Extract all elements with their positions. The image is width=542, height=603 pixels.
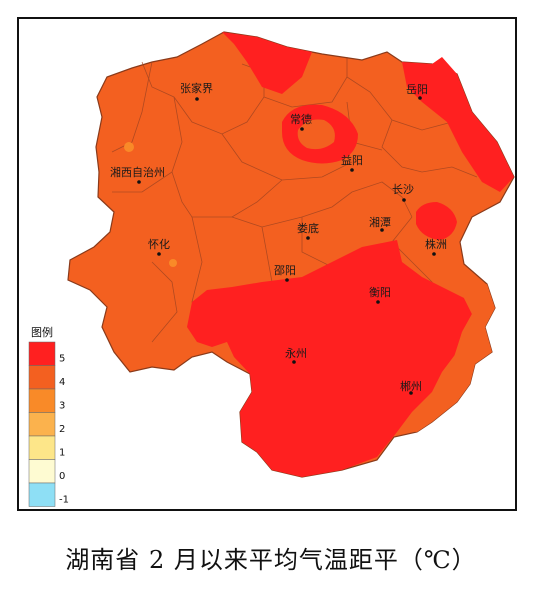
legend-swatch-6 bbox=[28, 482, 56, 507]
city-label-yongzhou: 永州 bbox=[285, 346, 307, 360]
anomaly-spot-3-a bbox=[124, 142, 134, 152]
legend-tick-label: 0 bbox=[59, 471, 65, 482]
city-label-changde: 常德 bbox=[290, 112, 312, 126]
legend-tick-label: 1 bbox=[59, 448, 65, 459]
legend-tick-label: 2 bbox=[59, 424, 65, 435]
city-label-huaihua: 怀化 bbox=[148, 237, 170, 251]
legend-swatch-5 bbox=[28, 459, 56, 484]
city-dot-zhangjiajie bbox=[195, 97, 199, 101]
anomaly-zone-5-north bbox=[222, 32, 312, 94]
legend-swatch-0 bbox=[28, 341, 56, 366]
anomaly-zone-5-zhuzhou bbox=[416, 202, 457, 240]
legend-tick-label: 5 bbox=[59, 354, 65, 365]
anomaly-zone-5-south bbox=[187, 240, 472, 477]
city-label-zhuzhou: 株洲 bbox=[425, 237, 447, 251]
city-label-shaoyang: 邵阳 bbox=[274, 264, 296, 277]
city-dot-chenzhou bbox=[409, 391, 413, 395]
city-label-loudi: 娄底 bbox=[297, 221, 319, 235]
city-label-xiangtan: 湘潭 bbox=[369, 215, 391, 229]
city-dot-zhuzhou bbox=[432, 252, 436, 256]
city-dot-xiangtan bbox=[380, 228, 384, 232]
map-caption: 湖南省 2 月以来平均气温距平（℃） bbox=[65, 546, 477, 574]
city-dot-yiyang bbox=[350, 168, 354, 172]
legend-tick-label: 3 bbox=[59, 401, 65, 412]
city-label-zhangjiajie: 张家界 bbox=[180, 81, 213, 95]
city-label-changsha: 长沙 bbox=[392, 183, 414, 196]
city-label-hengyang: 衡阳 bbox=[369, 286, 391, 299]
city-dot-yueyang bbox=[418, 96, 422, 100]
temperature-anomaly-map: 张家界 常德 岳阳 湘西自治州 益阳 长沙 娄底 湘潭 怀化 株洲 邵阳 衡阳 bbox=[28, 31, 515, 507]
city-dot-changsha bbox=[402, 198, 406, 202]
legend-swatch-1 bbox=[28, 365, 56, 390]
city-label-chenzhou: 郴州 bbox=[400, 379, 422, 393]
anomaly-spot-3-b bbox=[169, 259, 177, 267]
legend-swatch-3 bbox=[28, 412, 56, 437]
map-frame: 张家界 常德 岳阳 湘西自治州 益阳 长沙 娄底 湘潭 怀化 株洲 邵阳 衡阳 bbox=[17, 17, 517, 511]
legend-swatch-4 bbox=[28, 435, 56, 460]
anomaly-zone-5-changde-inner bbox=[297, 119, 335, 150]
city-markers: 张家界 常德 岳阳 湘西自治州 益阳 长沙 娄底 湘潭 怀化 株洲 邵阳 衡阳 bbox=[110, 81, 447, 395]
city-label-yiyang: 益阳 bbox=[341, 153, 363, 167]
city-dot-shaoyang bbox=[285, 278, 289, 282]
city-label-yueyang: 岳阳 bbox=[406, 83, 428, 96]
city-dot-yongzhou bbox=[292, 360, 296, 364]
anomaly-zone-5-yueyang bbox=[402, 57, 514, 192]
city-dot-huaihua bbox=[157, 252, 161, 256]
legend: 图例 5 4 3 2 1 0 -1 bbox=[28, 325, 69, 507]
city-dot-loudi bbox=[306, 236, 310, 240]
legend-swatch-2 bbox=[28, 388, 56, 413]
city-label-xiangxi: 湘西自治州 bbox=[110, 165, 165, 179]
legend-title: 图例 bbox=[31, 325, 53, 339]
legend-ticks: 5 4 3 2 1 0 -1 bbox=[59, 354, 69, 506]
city-dot-changde bbox=[300, 127, 304, 131]
city-dot-hengyang bbox=[376, 300, 380, 304]
anomaly-zone-4-east-strip bbox=[402, 284, 495, 432]
legend-swatches bbox=[28, 341, 56, 507]
legend-tick-label: -1 bbox=[59, 495, 69, 506]
legend-tick-label: 4 bbox=[59, 377, 65, 388]
city-dot-xiangxi bbox=[137, 180, 141, 184]
